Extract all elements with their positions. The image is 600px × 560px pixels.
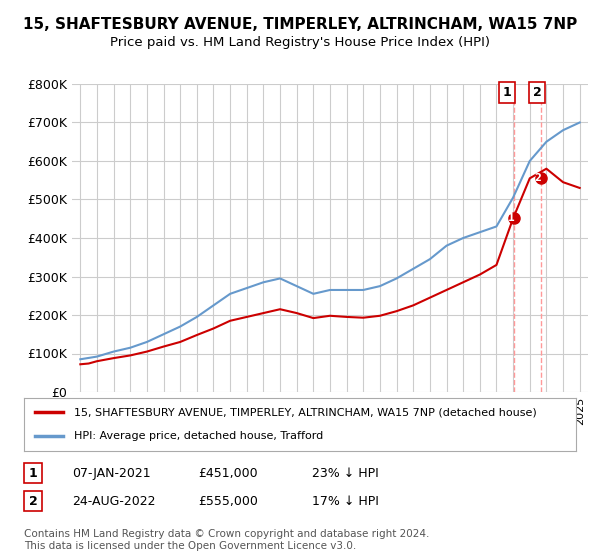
Text: 1: 1	[508, 213, 515, 223]
Text: 15, SHAFTESBURY AVENUE, TIMPERLEY, ALTRINCHAM, WA15 7NP: 15, SHAFTESBURY AVENUE, TIMPERLEY, ALTRI…	[23, 17, 577, 32]
Text: 2: 2	[533, 86, 541, 99]
Text: 2: 2	[535, 174, 541, 183]
Text: 23% ↓ HPI: 23% ↓ HPI	[312, 466, 379, 480]
Text: 17% ↓ HPI: 17% ↓ HPI	[312, 494, 379, 508]
Text: Contains HM Land Registry data © Crown copyright and database right 2024.
This d: Contains HM Land Registry data © Crown c…	[24, 529, 430, 551]
Text: 15, SHAFTESBURY AVENUE, TIMPERLEY, ALTRINCHAM, WA15 7NP (detached house): 15, SHAFTESBURY AVENUE, TIMPERLEY, ALTRI…	[74, 408, 536, 418]
Text: 1: 1	[29, 466, 37, 480]
Text: 24-AUG-2022: 24-AUG-2022	[72, 494, 155, 508]
Text: £555,000: £555,000	[198, 494, 258, 508]
Text: 1: 1	[503, 86, 511, 99]
Text: Price paid vs. HM Land Registry's House Price Index (HPI): Price paid vs. HM Land Registry's House …	[110, 36, 490, 49]
Text: HPI: Average price, detached house, Trafford: HPI: Average price, detached house, Traf…	[74, 431, 323, 441]
Text: 2: 2	[29, 494, 37, 508]
Text: £451,000: £451,000	[198, 466, 257, 480]
Text: 07-JAN-2021: 07-JAN-2021	[72, 466, 151, 480]
